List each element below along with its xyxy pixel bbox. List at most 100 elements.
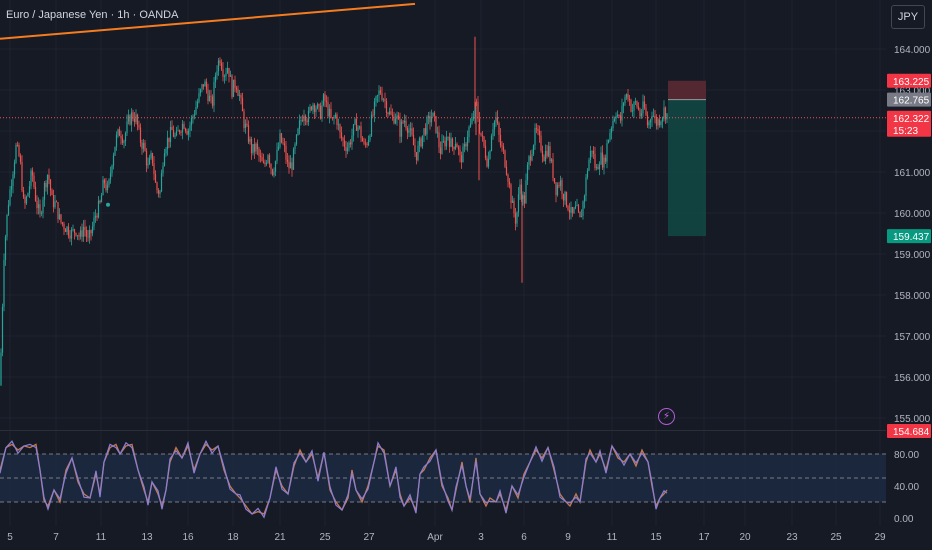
candle-body bbox=[451, 138, 454, 147]
candle-body bbox=[297, 128, 299, 135]
candle-body bbox=[186, 130, 188, 135]
price-label-value: 154.684 bbox=[893, 427, 930, 438]
candle-body bbox=[628, 99, 631, 100]
price-label-countdown: 15:23 bbox=[893, 126, 918, 137]
candle-body bbox=[345, 146, 347, 152]
candle-body bbox=[285, 145, 287, 160]
chart-title[interactable]: Euro / Japanese Yen · 1h · OANDA bbox=[6, 9, 179, 21]
candle-body bbox=[501, 145, 503, 147]
candle-body bbox=[172, 129, 175, 137]
candle-body bbox=[529, 156, 532, 161]
candle-body bbox=[465, 143, 467, 147]
candle-body bbox=[159, 191, 161, 194]
candle-body bbox=[267, 155, 269, 163]
candle-body bbox=[234, 79, 236, 88]
candle-body bbox=[598, 164, 601, 170]
price-label-box bbox=[887, 92, 931, 107]
candle-body bbox=[28, 186, 31, 194]
candle-body bbox=[321, 105, 323, 119]
candle-body bbox=[265, 162, 268, 165]
candle-body bbox=[75, 232, 77, 236]
candle-body bbox=[306, 120, 308, 123]
candle-body bbox=[198, 93, 200, 102]
time-axis[interactable]: 5 7 11 13 16 18 21 25 27 Apr 3 6 9 11 15 17 20 23 25 29 bbox=[7, 532, 886, 543]
candle-body bbox=[91, 226, 94, 234]
candle-body bbox=[543, 156, 545, 162]
candle-body bbox=[102, 179, 104, 196]
candle-body bbox=[486, 158, 488, 167]
candle-body bbox=[339, 124, 341, 133]
candle-body bbox=[55, 201, 58, 203]
candle-body bbox=[150, 153, 152, 159]
candle-body bbox=[610, 128, 613, 133]
candle-body bbox=[235, 87, 238, 90]
candle-body bbox=[94, 215, 97, 218]
candle-body bbox=[40, 213, 43, 214]
time-tick-label: 27 bbox=[363, 532, 375, 543]
candle-body bbox=[144, 142, 146, 151]
lightning-icon[interactable]: ⚡ bbox=[658, 408, 675, 425]
candle-body bbox=[52, 195, 55, 208]
trendline[interactable] bbox=[0, 2, 416, 40]
candle-body bbox=[624, 97, 626, 104]
candle-body bbox=[241, 97, 244, 112]
candle-body bbox=[613, 119, 616, 121]
candle-body bbox=[466, 136, 469, 147]
candle-body bbox=[262, 161, 265, 163]
candle-body bbox=[343, 140, 346, 147]
time-tick-label: 21 bbox=[274, 532, 286, 543]
candle-body bbox=[369, 135, 371, 141]
candle-body bbox=[444, 140, 446, 147]
candle-body bbox=[84, 226, 86, 230]
candle-body bbox=[72, 229, 74, 231]
candle-body bbox=[441, 141, 443, 154]
candle-body bbox=[27, 193, 29, 197]
candle-body bbox=[277, 146, 280, 150]
candle-body bbox=[238, 95, 241, 97]
candle-body bbox=[151, 153, 154, 164]
candle-body bbox=[654, 115, 656, 117]
candle-body bbox=[546, 150, 548, 157]
candle-body bbox=[403, 120, 406, 123]
candle-body bbox=[324, 94, 326, 102]
candle-body bbox=[283, 143, 286, 146]
candle-body bbox=[630, 99, 632, 112]
currency-button[interactable]: JPY bbox=[891, 5, 925, 29]
candle-body bbox=[30, 170, 32, 187]
candle-body bbox=[607, 139, 610, 144]
candle-body bbox=[588, 159, 590, 171]
candle-body bbox=[141, 142, 143, 149]
candle-body bbox=[373, 101, 376, 115]
candle-body bbox=[66, 226, 68, 233]
time-tick-label: 11 bbox=[607, 532, 618, 543]
candle-body bbox=[640, 113, 643, 117]
candle-body bbox=[219, 60, 221, 64]
candle-body bbox=[358, 126, 361, 128]
time-tick-label: 16 bbox=[182, 532, 194, 543]
candle-body bbox=[276, 149, 278, 162]
rsi-axis[interactable]: 80.00 40.00 0.00 bbox=[894, 450, 919, 525]
candle-body bbox=[195, 106, 197, 115]
candle-body bbox=[427, 115, 430, 118]
candle-body bbox=[450, 138, 452, 147]
candle-body bbox=[561, 180, 563, 194]
candle-body bbox=[288, 161, 290, 169]
candle-body bbox=[48, 174, 50, 180]
candle-body bbox=[559, 180, 562, 186]
short-position-tool[interactable] bbox=[668, 80, 706, 237]
candle-body bbox=[337, 124, 340, 126]
candle-body bbox=[328, 108, 331, 117]
candle-body bbox=[9, 189, 11, 206]
candle-body bbox=[471, 118, 473, 124]
candle-body bbox=[148, 158, 151, 165]
candle-body bbox=[271, 169, 274, 176]
candle-body bbox=[423, 128, 425, 136]
candle-body bbox=[508, 181, 511, 185]
price-tick-label: 163.000 bbox=[894, 86, 931, 97]
candle-body bbox=[124, 133, 127, 142]
candle-body bbox=[304, 115, 307, 121]
candle-body bbox=[171, 126, 173, 130]
candle-body bbox=[396, 115, 398, 119]
